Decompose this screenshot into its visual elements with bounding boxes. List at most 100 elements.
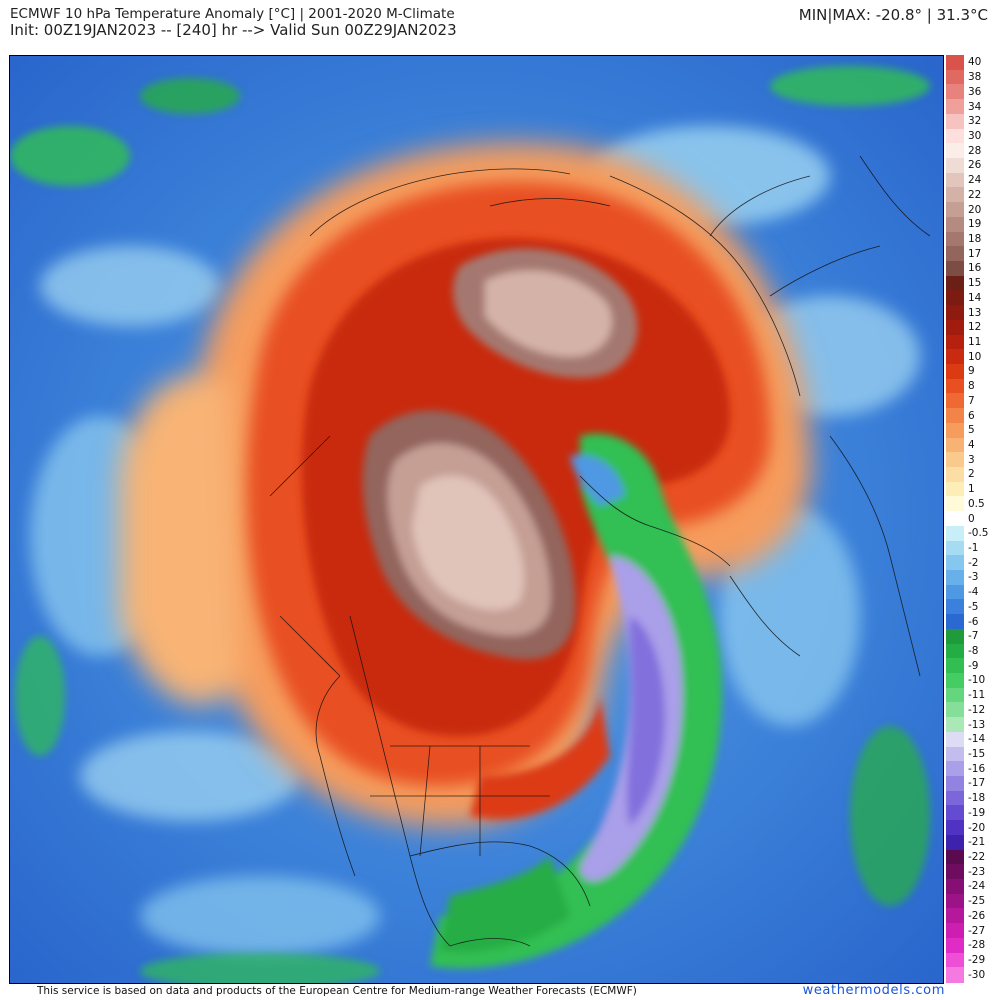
legend-swatch: [946, 879, 964, 895]
legend-swatch: [946, 467, 964, 483]
warm-core-main: [362, 410, 576, 660]
legend-label: -21: [968, 836, 986, 849]
legend-swatch: [946, 99, 964, 115]
legend-label: 17: [968, 247, 982, 260]
legend-swatch: [946, 717, 964, 733]
legend-swatch: [946, 422, 964, 439]
legend-swatch: [946, 849, 964, 865]
legend-label: -4: [968, 586, 979, 599]
legend-swatch: [946, 261, 964, 277]
legend-label: -3: [968, 571, 979, 584]
legend-label: 28: [968, 144, 982, 157]
legend-label: -25: [968, 895, 986, 908]
legend-label: 3: [968, 453, 975, 466]
legend-label: 32: [968, 115, 982, 128]
legend-swatch: [946, 937, 964, 954]
legend-swatch: [946, 172, 964, 189]
legend-label: 20: [968, 203, 982, 216]
legend-label: 8: [968, 380, 975, 393]
legend-swatch: [946, 673, 964, 689]
legend-swatch: [946, 687, 964, 704]
legend-label: 10: [968, 350, 982, 363]
attribution-text: This service is based on data and produc…: [37, 985, 637, 997]
legend-swatch: [946, 113, 964, 130]
legend-swatch: [946, 187, 964, 203]
legend-label: -8: [968, 644, 979, 657]
legend-swatch: [946, 540, 964, 556]
legend-swatch: [946, 731, 964, 748]
legend-swatch: [946, 452, 964, 468]
legend-swatch: [946, 290, 964, 306]
legend-label: -10: [968, 674, 986, 687]
green-patches: [10, 66, 930, 983]
legend-label: -20: [968, 821, 986, 834]
legend-label: 0.5: [968, 497, 985, 510]
legend-label: 4: [968, 438, 975, 451]
coastlines: [269, 155, 931, 947]
legend-label: 26: [968, 159, 982, 172]
legend-swatch: [946, 614, 964, 630]
legend-label: -26: [968, 909, 986, 922]
legend-swatch: [946, 437, 964, 453]
legend-swatch: [946, 408, 964, 424]
legend-swatch: [946, 319, 964, 336]
legend-label: -14: [968, 733, 986, 746]
legend-label: 12: [968, 321, 982, 334]
legend-swatch: [946, 967, 964, 983]
legend-swatch: [946, 643, 964, 659]
legend-swatch: [946, 496, 964, 512]
legend-label: 24: [968, 174, 982, 187]
legend-swatch: [946, 84, 964, 100]
legend-swatch: [946, 923, 964, 939]
legend-label: 14: [968, 291, 982, 304]
init-valid-time: Init: 00Z19JAN2023 -- [240] hr --> Valid…: [10, 21, 457, 39]
legend-label: -29: [968, 953, 986, 966]
legend-label: 40: [968, 56, 982, 69]
legend-label: -19: [968, 806, 986, 819]
legend-swatch: [946, 834, 964, 851]
legend-label: -7: [968, 630, 979, 643]
legend-label: 36: [968, 85, 982, 98]
legend-swatch: [946, 555, 964, 571]
legend-label: 19: [968, 218, 982, 231]
legend-swatch: [946, 658, 964, 674]
legend-swatch: [946, 275, 964, 292]
legend-swatch: [946, 216, 964, 233]
legend-swatch: [946, 761, 964, 777]
legend-swatch: [946, 378, 964, 395]
legend-swatch: [946, 305, 964, 321]
legend-swatch: [946, 393, 964, 409]
legend-swatch: [946, 202, 964, 218]
map-canvas: [10, 56, 943, 983]
warm-core-north: [453, 248, 638, 378]
legend-swatch: [946, 776, 964, 792]
anomaly-map: [9, 55, 944, 984]
legend-label: 1: [968, 483, 975, 496]
legend-swatch: [946, 69, 964, 86]
legend-swatch: [946, 790, 964, 807]
brand-link[interactable]: weathermodels.com: [802, 983, 945, 998]
legend-swatch: [946, 158, 964, 174]
legend-label: -23: [968, 865, 986, 878]
min-max-readout: MIN|MAX: -20.8° | 31.3°C: [798, 6, 988, 24]
legend-label: 11: [968, 335, 982, 348]
legend-label: 2: [968, 468, 975, 481]
legend-label: -1: [968, 541, 979, 554]
legend-swatch: [946, 143, 964, 159]
legend-label: -27: [968, 924, 986, 937]
legend-label: -6: [968, 615, 979, 628]
legend-label: 30: [968, 129, 982, 142]
legend-swatch: [946, 525, 964, 542]
cold-band: [430, 433, 722, 969]
legend-swatch: [946, 128, 964, 144]
legend-swatch: [946, 349, 964, 365]
legend-label: 34: [968, 100, 982, 113]
legend-label: -12: [968, 703, 986, 716]
legend-label: 6: [968, 409, 975, 422]
legend-label: -17: [968, 777, 986, 790]
legend-label: 18: [968, 232, 982, 245]
legend-swatch: [946, 805, 964, 821]
legend-swatch: [946, 55, 964, 71]
legend-label: -24: [968, 880, 986, 893]
legend-swatch: [946, 952, 964, 968]
